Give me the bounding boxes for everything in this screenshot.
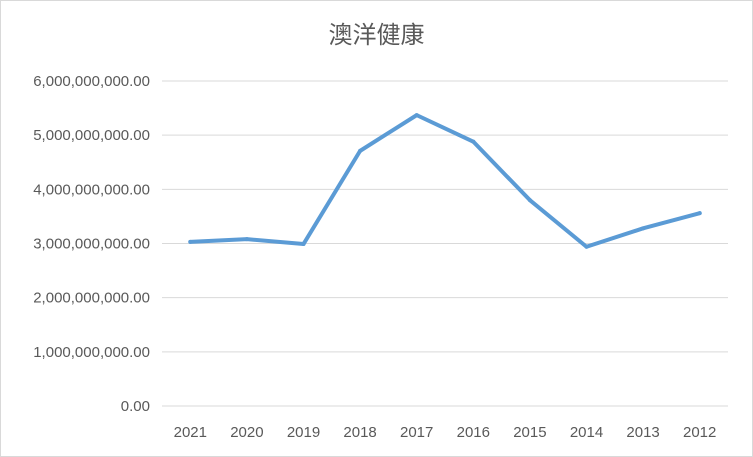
data-point — [358, 148, 363, 153]
y-tick-label: 0.00 — [121, 398, 150, 415]
y-tick-label: 4,000,000,000.00 — [33, 181, 150, 198]
x-tick-label: 2015 — [513, 424, 546, 441]
y-axis-tick-labels: 0.00 1,000,000,000.00 2,000,000,000.00 3,00… — [33, 73, 150, 415]
x-tick-label: 2014 — [570, 424, 603, 441]
x-axis-tick-labels: 2021 2020 2019 2018 2017 2016 2015 2014 2013 2012 — [174, 424, 717, 441]
x-tick-label: 2016 — [457, 424, 490, 441]
data-point — [641, 226, 646, 231]
x-tick-label: 2017 — [400, 424, 433, 441]
x-tick-label: 2021 — [174, 424, 207, 441]
series-layer — [188, 113, 702, 249]
data-point — [244, 237, 249, 242]
chart-title: 澳洋健康 — [328, 21, 425, 49]
data-point — [188, 239, 193, 244]
x-tick-label: 2012 — [683, 424, 716, 441]
data-point — [414, 113, 419, 118]
x-tick-label: 2013 — [626, 424, 659, 441]
gridlines — [162, 80, 728, 407]
data-point — [697, 211, 702, 216]
data-point — [527, 198, 532, 203]
series-line — [188, 113, 702, 249]
x-tick-label: 2018 — [343, 424, 376, 441]
y-tick-label: 2,000,000,000.00 — [33, 290, 150, 307]
x-tick-label: 2020 — [230, 424, 263, 441]
data-point — [584, 244, 589, 249]
y-tick-label: 6,000,000,000.00 — [33, 73, 150, 90]
data-point — [471, 139, 476, 144]
y-tick-label: 1,000,000,000.00 — [33, 344, 150, 361]
data-point — [301, 242, 306, 247]
x-tick-label: 2019 — [287, 424, 320, 441]
y-tick-label: 5,000,000,000.00 — [33, 127, 150, 144]
y-tick-label: 3,000,000,000.00 — [33, 236, 150, 253]
